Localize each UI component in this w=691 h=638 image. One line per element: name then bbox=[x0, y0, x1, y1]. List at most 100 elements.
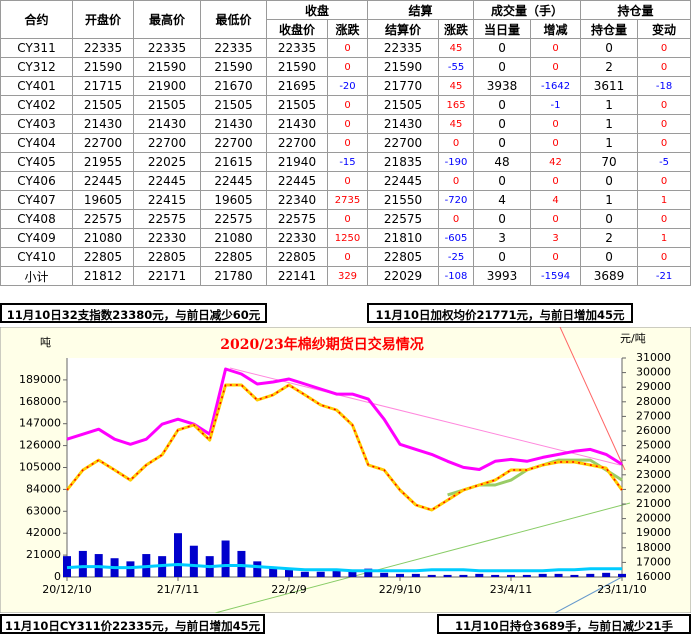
table-cell: 0 bbox=[473, 171, 532, 191]
x-tick-label: 20/12/10 bbox=[42, 583, 91, 596]
bar bbox=[396, 573, 404, 577]
table-cell: 21670 bbox=[200, 76, 267, 96]
table-row: CY408 22575 22575 22575 22575 0 22575 0 0 0 0 0 bbox=[0, 209, 691, 229]
bar bbox=[491, 574, 500, 577]
table-cell: 1 bbox=[580, 114, 639, 134]
table-row: CY403 21430 21430 21430 21430 0 21430 45 0 0 1 0 bbox=[0, 114, 691, 134]
table-cell: 21430 bbox=[200, 114, 267, 134]
y-tick-label: 105000 bbox=[19, 461, 61, 474]
column-header: 收盘 bbox=[265, 0, 369, 20]
y-tick-label: 42000 bbox=[26, 526, 61, 539]
bar bbox=[618, 573, 626, 577]
table-row: CY312 21590 21590 21590 21590 0 21590 -55 0 0 2 0 bbox=[0, 57, 691, 77]
table-cell: 0 bbox=[637, 133, 691, 153]
table-cell: 0 bbox=[530, 133, 582, 153]
table-cell: CY402 bbox=[0, 95, 73, 115]
column-subheader: 变动 bbox=[637, 19, 691, 39]
table-cell: 0 bbox=[326, 209, 369, 229]
table-cell: 0 bbox=[326, 114, 369, 134]
column-subheader: 涨跌 bbox=[326, 19, 369, 39]
bar bbox=[570, 574, 579, 577]
bar bbox=[538, 573, 547, 577]
table-cell: 22029 bbox=[367, 266, 440, 286]
table-cell: 3689 bbox=[580, 266, 639, 286]
bar bbox=[522, 574, 531, 577]
table-cell: -15 bbox=[326, 152, 369, 172]
table-cell: 19605 bbox=[200, 190, 267, 210]
table-cell: 22025 bbox=[133, 152, 201, 172]
table-cell: CY311 bbox=[0, 38, 73, 58]
table-cell: 21695 bbox=[266, 76, 328, 96]
table-cell: 21940 bbox=[266, 152, 328, 172]
table-cell: 2 bbox=[580, 57, 639, 77]
table-cell: 329 bbox=[326, 266, 369, 286]
table-row: CY404 22700 22700 22700 22700 0 22700 0 0 0 1 0 bbox=[0, 133, 691, 153]
bar bbox=[443, 574, 452, 577]
table-cell: 0 bbox=[637, 57, 691, 77]
table-cell: 1 bbox=[637, 190, 691, 210]
y2-tick-label: 28000 bbox=[636, 395, 671, 408]
bar bbox=[364, 568, 373, 577]
y2-tick-label: 29000 bbox=[636, 380, 671, 393]
table-cell: -1 bbox=[530, 95, 582, 115]
bar bbox=[554, 573, 563, 577]
table-cell: -108 bbox=[438, 266, 475, 286]
table-cell: 4 bbox=[530, 190, 582, 210]
bar bbox=[221, 540, 230, 577]
table-cell: 21550 bbox=[367, 190, 440, 210]
bar bbox=[332, 570, 341, 577]
column-header: 最高价 bbox=[133, 0, 201, 39]
table-cell: 0 bbox=[530, 38, 582, 58]
table-cell: 0 bbox=[473, 247, 532, 267]
table-cell: 21615 bbox=[200, 152, 267, 172]
table-cell: -25 bbox=[438, 247, 475, 267]
y2-tick-label: 22000 bbox=[636, 482, 671, 495]
column-subheader: 收盘价 bbox=[266, 19, 328, 39]
y-tick-label: 168000 bbox=[19, 395, 61, 408]
column-header: 持仓量 bbox=[580, 0, 691, 20]
bar bbox=[174, 533, 182, 577]
table-cell: 1 bbox=[580, 133, 639, 153]
table-row: CY410 22805 22805 22805 22805 0 22805 -25 0 0 0 0 bbox=[0, 247, 691, 267]
x-tick-label: 22/2/9 bbox=[271, 583, 306, 596]
y2-axis-label: 元/吨 bbox=[620, 332, 646, 345]
bar bbox=[285, 568, 293, 577]
table-cell: CY401 bbox=[0, 76, 73, 96]
table-cell: 0 bbox=[637, 38, 691, 58]
table-cell: 3611 bbox=[580, 76, 639, 96]
y2-tick-label: 31000 bbox=[636, 351, 671, 364]
table-cell: 21505 bbox=[266, 95, 328, 115]
table-cell: 22575 bbox=[266, 209, 328, 229]
table-row: CY407 19605 22415 19605 22340 2735 21550 -720 4 4… bbox=[0, 190, 691, 210]
table-cell: 22141 bbox=[266, 266, 328, 286]
table-cell: 2 bbox=[580, 228, 639, 248]
table-cell: 1 bbox=[580, 190, 639, 210]
column-subheader: 持仓量 bbox=[580, 19, 639, 39]
table-cell: 21812 bbox=[72, 266, 134, 286]
table-cell: 21900 bbox=[133, 76, 201, 96]
table-cell: -55 bbox=[438, 57, 475, 77]
note: 11月10日CY311价22335元，与前日增加45元 bbox=[0, 614, 265, 634]
table-cell: 22805 bbox=[72, 247, 134, 267]
marks: 0 21000 42000 63000 84000 105000 126000 147000 1… bbox=[19, 351, 671, 596]
bar bbox=[253, 561, 262, 577]
table-cell: 3938 bbox=[473, 76, 532, 96]
table-cell: 0 bbox=[580, 247, 639, 267]
table-cell: 70 bbox=[580, 152, 639, 172]
table-cell: 45 bbox=[438, 76, 475, 96]
table-cell: 21505 bbox=[200, 95, 267, 115]
table-cell: 45 bbox=[438, 38, 475, 58]
x-tick-label: 23/11/10 bbox=[597, 583, 646, 596]
table-cell: CY405 bbox=[0, 152, 73, 172]
table-cell: -190 bbox=[438, 152, 475, 172]
table-cell: 21715 bbox=[72, 76, 134, 96]
table-cell: 22805 bbox=[266, 247, 328, 267]
table-cell: 21430 bbox=[133, 114, 201, 134]
table-cell: 3 bbox=[530, 228, 582, 248]
chart-title: 2020/23年棉纱期货日交易情况 bbox=[220, 336, 424, 353]
table-cell: 21505 bbox=[367, 95, 440, 115]
table-cell: 165 bbox=[438, 95, 475, 115]
column-header: 最低价 bbox=[200, 0, 267, 39]
column-header: 合约 bbox=[0, 0, 73, 39]
